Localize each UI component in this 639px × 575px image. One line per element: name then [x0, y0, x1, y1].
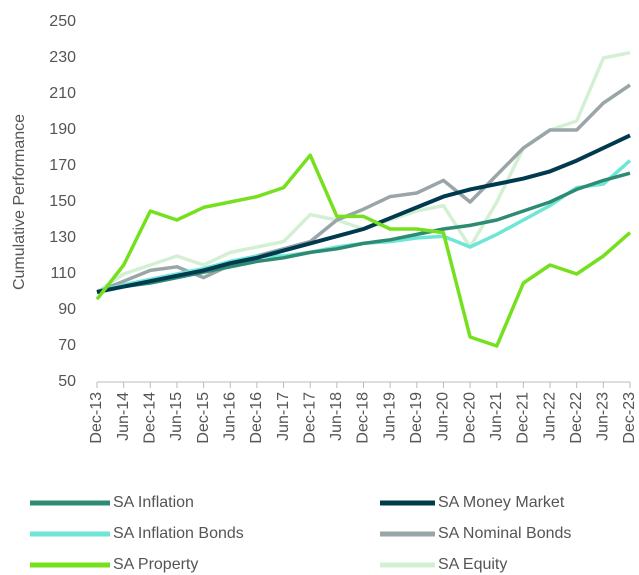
x-tick-label: Jun-17: [275, 392, 292, 441]
y-tick-label: 230: [49, 49, 76, 66]
x-tick-label: Dec-21: [515, 392, 532, 444]
series-line: [96, 133, 631, 294]
x-tick-label: Dec-23: [621, 392, 638, 444]
series-line: [96, 159, 632, 294]
x-tick-label: Dec-19: [408, 392, 425, 444]
y-tick-label: 130: [49, 229, 76, 246]
x-tick-label: Dec-16: [248, 392, 265, 444]
y-tick-label: 250: [49, 13, 76, 30]
series-line: [95, 153, 632, 348]
x-tick-label: Jun-16: [221, 392, 238, 441]
legend-label: SA Property: [113, 556, 198, 573]
x-tick-label: Jun-23: [595, 392, 612, 441]
x-tick-label: Jun-14: [115, 392, 132, 441]
x-tick-label: Dec-20: [461, 392, 478, 444]
x-tick-label: Dec-14: [142, 392, 159, 444]
x-tick-label: Jun-21: [488, 392, 505, 441]
x-tick-label: Jun-15: [168, 392, 185, 441]
x-tick-label: Dec-13: [88, 392, 105, 444]
legend-label: SA Inflation: [113, 494, 194, 511]
x-tick-label: Jun-22: [541, 392, 558, 441]
x-tick-label: Jun-20: [435, 392, 452, 441]
legend-label: SA Nominal Bonds: [438, 525, 571, 542]
x-tick-label: Dec-18: [355, 392, 372, 444]
legend-label: SA Equity: [438, 556, 507, 573]
y-tick-label: 150: [49, 193, 76, 210]
x-tick-label: Dec-22: [568, 392, 585, 444]
legend-label: SA Inflation Bonds: [113, 525, 244, 542]
y-tick-label: 90: [58, 301, 76, 318]
x-tick-label: Dec-17: [301, 392, 318, 444]
y-tick-label: 110: [50, 265, 76, 282]
series-line: [96, 83, 631, 294]
x-tick-label: Jun-19: [381, 392, 398, 441]
y-axis-label: Cumulative Performance: [11, 114, 28, 290]
y-tick-label: 170: [49, 157, 76, 174]
y-tick-label: 190: [49, 121, 76, 138]
legend-label: SA Money Market: [438, 494, 565, 511]
x-tick-label: Dec-15: [195, 392, 212, 444]
x-tick-label: Jun-18: [328, 392, 345, 441]
y-tick-label: 210: [49, 85, 76, 102]
y-tick-label: 50: [58, 373, 76, 390]
y-tick-label: 70: [58, 337, 76, 354]
